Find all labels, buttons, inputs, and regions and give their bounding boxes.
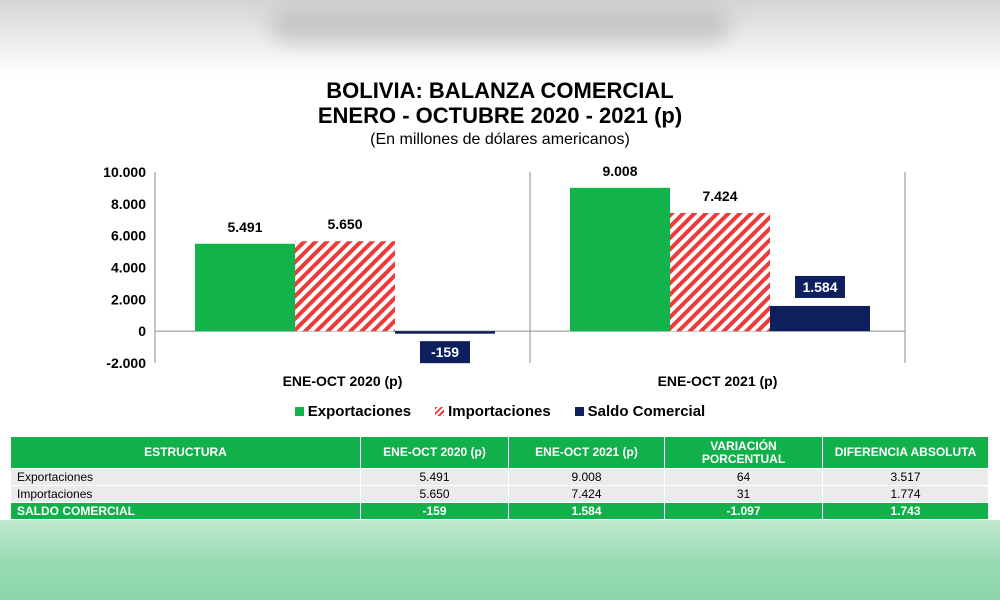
bar-importaciones [295,241,395,332]
table-total-cell: -159 [360,502,509,520]
chart-title-line1: BOLIVIA: BALANZA COMERCIAL [326,78,674,103]
table-header-2020: ENE-OCT 2020 (p) [360,436,509,469]
y-tick-label: 2.000 [111,291,146,307]
bar-importaciones [670,213,770,332]
data-label: 1.584 [802,279,837,295]
table-cell: 5.650 [360,485,509,503]
table-row: Exportaciones 5.491 9.008 64 3.517 [10,468,989,486]
table-total-cell: -1.097 [664,502,823,520]
bar-saldo-comercial [770,305,870,332]
table-cell-label: Importaciones [10,485,361,503]
data-label: 7.424 [702,188,737,204]
legend-item-importaciones: Importaciones [435,403,551,420]
chart-titles: BOLIVIA: BALANZA COMERCIAL ENERO - OCTUB… [0,78,1000,150]
table-header-estructura: ESTRUCTURA [10,436,361,469]
legend-item-saldo-comercial: Saldo Comercial [574,403,706,420]
table-header-variacion: VARIACIÓN PORCENTUAL [664,436,823,469]
table-total-row: SALDO COMERCIAL -159 1.584 -1.097 1.743 [10,502,989,520]
y-tick-label: 0 [138,323,146,339]
bar-saldo-comercial [395,331,495,334]
data-label-box [420,341,470,364]
blurred-header-text [270,8,730,42]
y-tick-label: 4.000 [111,260,146,276]
x-category-label: ENE-OCT 2020 (p) [283,373,403,389]
table-total-label: SALDO COMERCIAL [10,502,361,520]
table-cell-label: Exportaciones [10,468,361,486]
table-cell: 5.491 [360,468,509,486]
bottom-decorative-band [0,520,1000,600]
x-category-label: ENE-OCT 2021 (p) [658,373,778,389]
blurred-header-band [0,0,1000,75]
chart-subtitle: (En millones de dólares americanos) [370,131,630,148]
legend-swatch-exportaciones [294,407,304,416]
chart-legend: Exportaciones Importaciones Saldo Comerc… [0,403,1000,420]
y-tick-label: 10.000 [103,164,146,180]
data-label: 5.491 [227,219,262,235]
data-label: 5.650 [327,216,362,232]
table-header-2021: ENE-OCT 2021 (p) [508,436,665,469]
y-tick-label: -2.000 [106,355,146,371]
legend-label-saldo-comercial: Saldo Comercial [587,403,706,420]
legend-item-exportaciones: Exportaciones [294,403,412,420]
y-tick-label: 6.000 [111,228,146,244]
table-row: Importaciones 5.650 7.424 31 1.774 [10,485,989,503]
legend-swatch-saldo-comercial [574,407,584,416]
table-cell: 1.774 [822,485,989,503]
legend-label-importaciones: Importaciones [448,403,551,420]
bar-chart: 10.000 8.000 6.000 4.000 2.000 0 -2.000 ENE-OCT… [103,163,906,389]
chart-title-line2: ENERO - OCTUBRE 2020 - 2021 (p) [317,103,683,128]
table-header-row: ESTRUCTURA ENE-OCT 2020 (p) ENE-OCT 2021… [10,436,989,469]
bar-exportaciones [570,187,670,332]
bar-exportaciones [195,243,295,332]
table-cell: 9.008 [508,468,665,486]
legend-swatch-importaciones [435,407,445,416]
data-label: -159 [431,344,459,360]
table-cell: 64 [664,468,823,486]
table-header-diferencia: DIFERENCIA ABSOLUTA [822,436,989,469]
legend-label-exportaciones: Exportaciones [307,403,412,420]
table-total-cell: 1.584 [508,502,665,520]
data-label: 9.008 [602,163,637,179]
summary-table: ESTRUCTURA ENE-OCT 2020 (p) ENE-OCT 2021… [10,436,989,520]
data-label-box [795,275,845,298]
table-cell: 3.517 [822,468,989,486]
y-tick-label: 8.000 [111,196,146,212]
table-cell: 31 [664,485,823,503]
table-total-cell: 1.743 [822,502,989,520]
table-cell: 7.424 [508,485,665,503]
